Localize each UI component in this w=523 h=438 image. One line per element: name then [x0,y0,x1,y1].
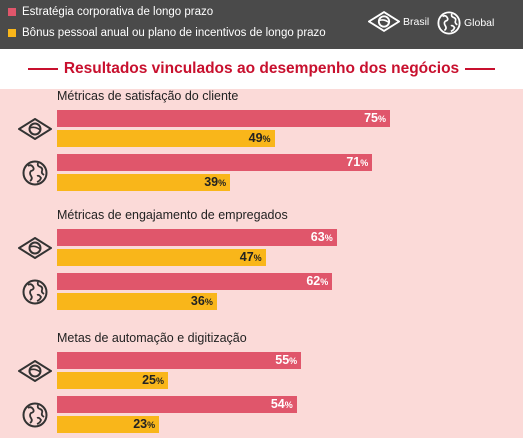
data-label-value: 49 [248,131,263,145]
data-label-unit: % [320,277,329,287]
data-label-value: 75 [364,111,378,125]
bar-strategy: 71% [57,154,373,172]
data-label: 63% [311,229,333,247]
data-label: 25% [142,372,164,390]
legend-brasil-label: Brasil [403,15,430,28]
bar-bonus: 25% [57,372,168,389]
data-label-value: 36 [190,294,205,308]
data-label: 55% [275,352,297,370]
data-label-value: 71 [346,155,361,169]
data-label: 54% [271,396,293,414]
data-label-unit: % [253,253,262,263]
bar-strategy: 75% [57,110,390,127]
data-label-value: 55 [275,353,290,367]
data-label: 71% [346,154,368,172]
data-label-value: 23 [133,417,148,431]
bar-bonus: 47% [57,249,266,266]
bar-bonus: 36% [57,293,217,310]
globe-icon [22,279,48,305]
legend-strategy: Estratégia corporativa de longo prazo [8,6,213,18]
legend-global: Global [437,11,494,35]
data-label-value: 62 [306,274,321,288]
bar-bonus: 49% [57,130,275,147]
data-label: 62% [306,273,328,291]
globe-icon [22,402,48,428]
data-label: 47% [240,249,262,267]
legend-swatch-bonus [8,29,16,37]
category-label: Metas de automação e digitização [57,331,247,345]
brazil-flag-icon [18,237,52,259]
bar-strategy: 62% [57,273,333,291]
bar-strategy: 63% [57,229,337,246]
title-dash-right [465,67,496,70]
data-label-unit: % [284,400,293,410]
category-label: Métricas de satisfação do cliente [57,89,239,103]
bar-strategy: 54% [57,396,297,413]
data-label-unit: % [377,114,386,124]
legend-swatch-strategy [8,8,16,16]
legend-brasil: Brasil [368,11,429,32]
data-label-value: 47 [239,250,254,264]
heading-band [0,49,523,89]
brazil-flag-icon [368,11,400,32]
data-label-value: 39 [204,175,219,189]
data-label: 36% [191,293,213,311]
data-label-value: 25 [142,373,156,387]
data-label-unit: % [155,376,164,386]
data-label: 23% [133,416,155,434]
data-label-unit: % [262,134,271,144]
data-label-unit: % [324,233,333,243]
legend-bar: Estratégia corporativa de longo prazo Bô… [0,0,523,49]
bar-strategy: 55% [57,352,302,370]
data-label: 39% [204,174,226,192]
chart-title-text: Resultados vinculados ao desempenho dos … [63,60,460,77]
category-label: Métricas de engajamento de empregados [57,208,288,222]
title-dash-left [27,67,58,70]
globe-icon [437,11,461,35]
legend-strategy-label: Estratégia corporativa de longo prazo [22,6,214,18]
data-label-unit: % [204,297,213,307]
legend-global-label: Global [464,17,495,29]
data-label-unit: % [147,420,156,430]
bar-bonus: 39% [57,174,231,192]
globe-icon [22,160,48,186]
data-label-value: 63 [310,230,325,244]
data-label-unit: % [218,178,227,188]
data-label-unit: % [360,158,369,168]
data-label-value: 54 [270,397,285,411]
data-label: 75% [364,110,386,128]
legend-bonus: Bônus pessoal anual ou plano de incentiv… [8,27,326,39]
data-label: 49% [249,130,271,148]
legend-bonus-label: Bônus pessoal anual ou plano de incentiv… [22,27,326,39]
bar-bonus: 23% [57,416,160,434]
chart-title: Resultados vinculados ao desempenho dos … [0,60,523,78]
data-label-unit: % [289,356,298,366]
brazil-flag-icon [18,360,52,382]
brazil-flag-icon [18,118,52,140]
